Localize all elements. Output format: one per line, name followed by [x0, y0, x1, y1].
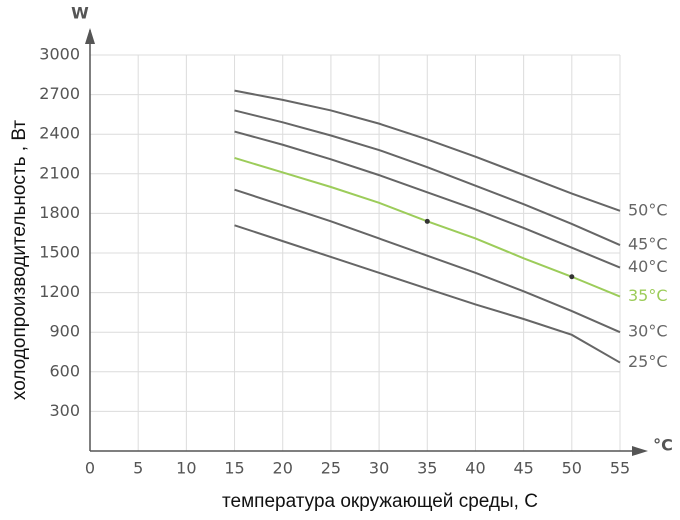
series-line	[234, 224, 621, 364]
x-tick-label: 50	[562, 459, 582, 478]
y-tick-label: 1800	[39, 203, 80, 222]
x-tick-label: 20	[273, 459, 293, 478]
y-unit: W	[71, 4, 89, 23]
y-tick-label: 2100	[39, 163, 80, 182]
x-tick-label: 0	[85, 459, 95, 478]
legend-label: 25°C	[628, 352, 668, 371]
y-tick-label: 600	[49, 361, 80, 380]
y-tick-label: 900	[49, 322, 80, 341]
legend-label: 30°C	[628, 322, 668, 341]
x-tick-label: 5	[133, 459, 143, 478]
x-tick-label: 55	[610, 459, 630, 478]
y-axis-label: холодопроизводительность , Вт	[9, 120, 30, 400]
y-tick-label: 300	[49, 401, 80, 420]
legend-label: 50°C	[628, 200, 668, 219]
x-tick-label: 10	[176, 459, 196, 478]
y-arrow	[85, 28, 95, 44]
series-line	[234, 130, 621, 269]
point	[424, 218, 430, 224]
x-tick-label: 25	[321, 459, 341, 478]
y-tick-label: 1500	[39, 243, 80, 262]
x-tick-label: 45	[513, 459, 533, 478]
x-tick-label: 40	[465, 459, 485, 478]
y-tick-label: 1200	[39, 282, 80, 301]
x-tick-label: 15	[224, 459, 244, 478]
series-line	[234, 109, 621, 246]
x-unit: °C	[653, 436, 673, 455]
series-line	[234, 188, 621, 334]
series-line	[234, 89, 621, 212]
point	[569, 274, 575, 280]
x-axis-label: температура окружающей среды, С	[222, 491, 538, 512]
x-tick-label: 30	[369, 459, 389, 478]
x-arrow	[632, 446, 648, 456]
y-tick-label: 2700	[39, 84, 80, 103]
x-tick-label: 35	[417, 459, 437, 478]
y-tick-label: 2400	[39, 124, 80, 143]
y-tick-label: 3000	[39, 45, 80, 64]
legend-label: 45°C	[628, 235, 668, 254]
legend-label: 40°C	[628, 257, 668, 276]
legend-label: 35°C	[628, 286, 668, 305]
